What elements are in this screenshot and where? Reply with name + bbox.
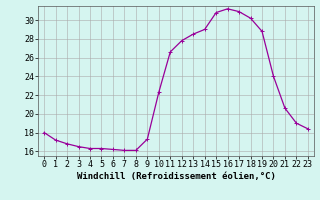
X-axis label: Windchill (Refroidissement éolien,°C): Windchill (Refroidissement éolien,°C) [76,172,276,181]
